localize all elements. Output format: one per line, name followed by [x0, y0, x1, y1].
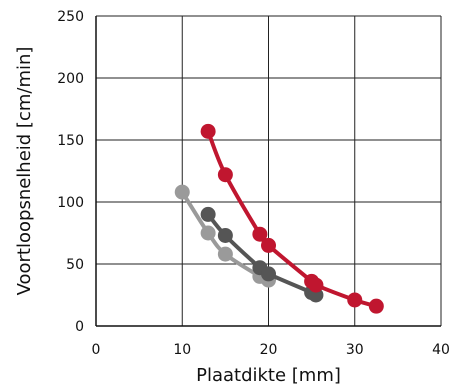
x-tick-label: 40 — [432, 342, 450, 358]
data-point — [200, 206, 216, 222]
y-axis-label: Voortloopsnelheid [cm/min] — [14, 47, 35, 296]
grid — [95, 15, 442, 327]
y-tick-label: 150 — [57, 133, 84, 149]
x-tick-label: 0 — [92, 342, 101, 358]
data-point — [217, 227, 233, 243]
series-line — [206, 129, 379, 309]
y-tick-label: 200 — [57, 71, 84, 87]
y-tick-label: 0 — [75, 319, 84, 335]
data-point — [347, 292, 363, 308]
data-point — [217, 167, 233, 183]
data-point — [200, 225, 216, 241]
x-tick-label: 20 — [260, 342, 278, 358]
data-point — [261, 266, 276, 282]
data-point — [217, 246, 233, 262]
y-tick-label: 100 — [57, 195, 84, 211]
x-tick-label: 30 — [346, 342, 364, 358]
series-layer — [174, 123, 384, 314]
data-point — [200, 123, 216, 139]
x-tick-label: 10 — [173, 342, 191, 358]
y-tick-label: 50 — [66, 257, 84, 273]
series-0 — [200, 123, 384, 314]
data-point — [308, 277, 324, 293]
data-point — [368, 298, 384, 314]
y-tick-label: 250 — [57, 9, 84, 25]
data-point — [174, 184, 190, 200]
x-axis-label: Plaatdikte [mm] — [196, 365, 341, 386]
data-point — [252, 226, 268, 242]
data-point — [261, 237, 276, 253]
ticks: 0 10 20 30 40 0 50 100 150 200 250 — [57, 9, 450, 358]
